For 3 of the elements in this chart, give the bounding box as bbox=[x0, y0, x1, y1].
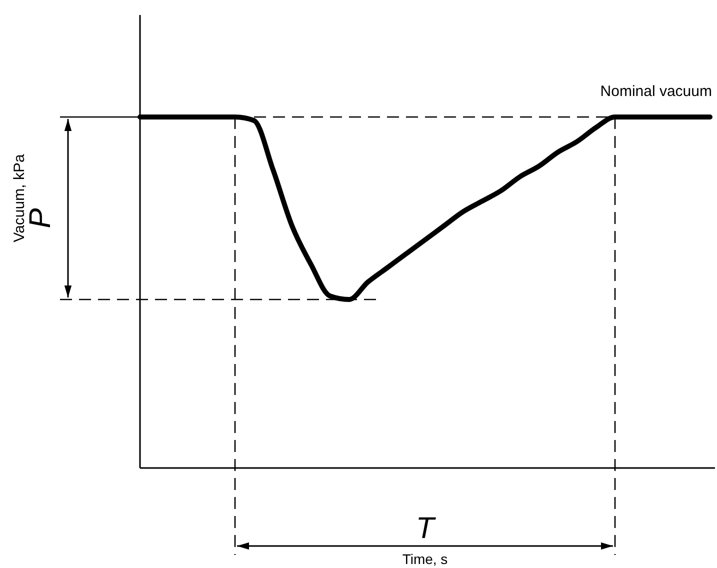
text: Nominal vacuum bbox=[600, 83, 712, 100]
text: T bbox=[416, 512, 437, 545]
text: Time, s bbox=[402, 551, 448, 567]
